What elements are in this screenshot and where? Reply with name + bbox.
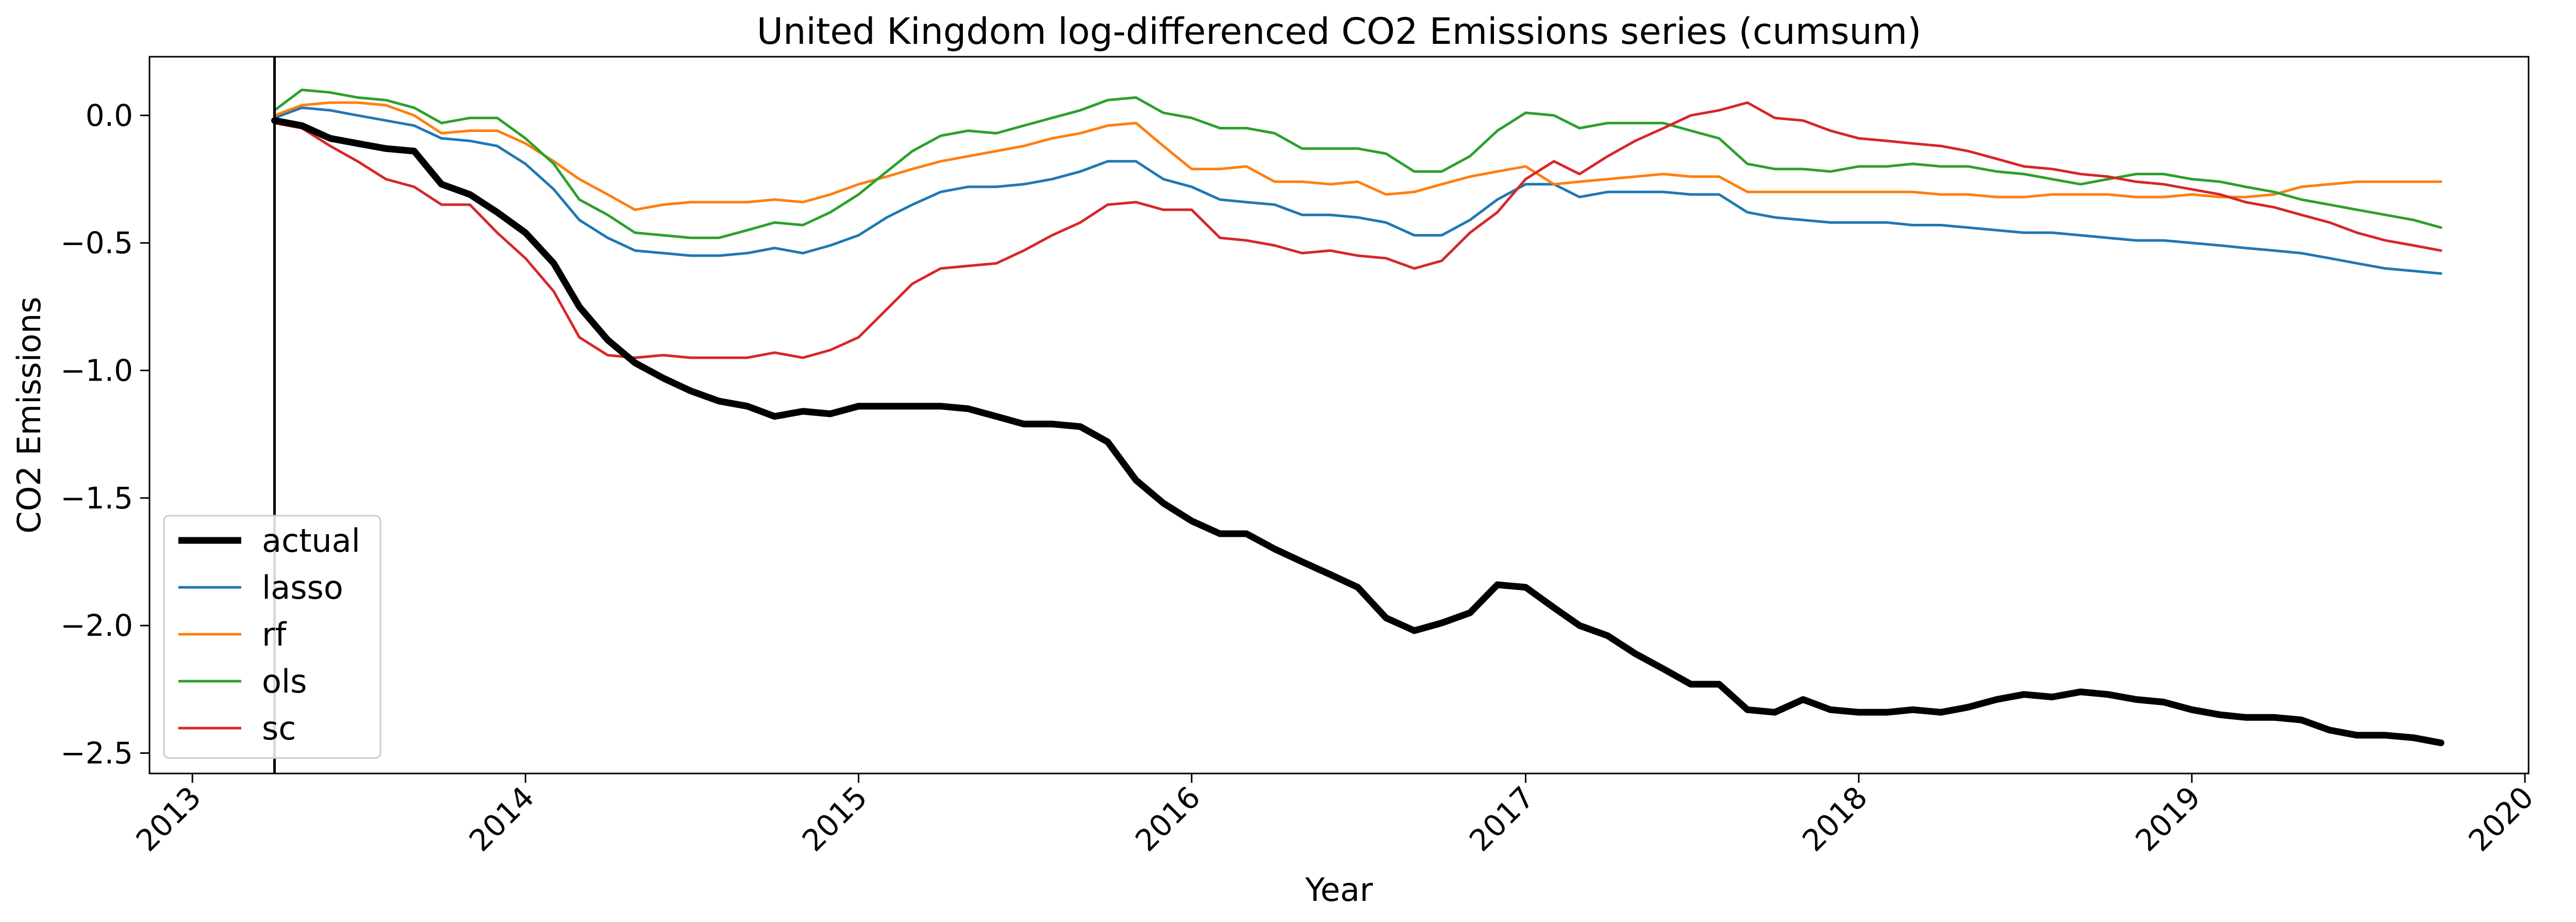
y-axis-label: CO2 Emissions [10,297,48,533]
y-tick-label: 0.0 [86,98,133,133]
legend: actual lasso rf ols sc [163,515,381,759]
series-line-sc [273,101,2442,359]
series-line-actual [271,117,2445,747]
series-line-rf [273,101,2442,211]
legend-label-actual: actual [262,522,360,559]
plot-area [271,57,2445,773]
y-tick-label: −2.0 [60,608,133,643]
chart-title: United Kingdom log-differenced CO2 Emiss… [757,10,1921,53]
y-tick-label: −1.0 [60,353,133,388]
series-line-lasso [273,106,2442,275]
plot-frame [148,56,2530,775]
legend-label-ols: ols [262,663,307,700]
legend-box [163,515,381,759]
legend-label-sc: sc [262,710,296,747]
x-axis-label: Year [1305,871,1373,909]
y-tick-label: −1.5 [60,481,133,516]
legend-label-rf: rf [262,616,287,653]
legend-label-lasso: lasso [262,569,343,606]
y-axis: 0.0 −0.5 −1.0 −1.5 −2.0 −2.5 [60,98,149,770]
y-tick-label: −2.5 [60,735,133,770]
series-line-ols [273,88,2442,239]
y-tick-label: −0.5 [60,225,133,260]
